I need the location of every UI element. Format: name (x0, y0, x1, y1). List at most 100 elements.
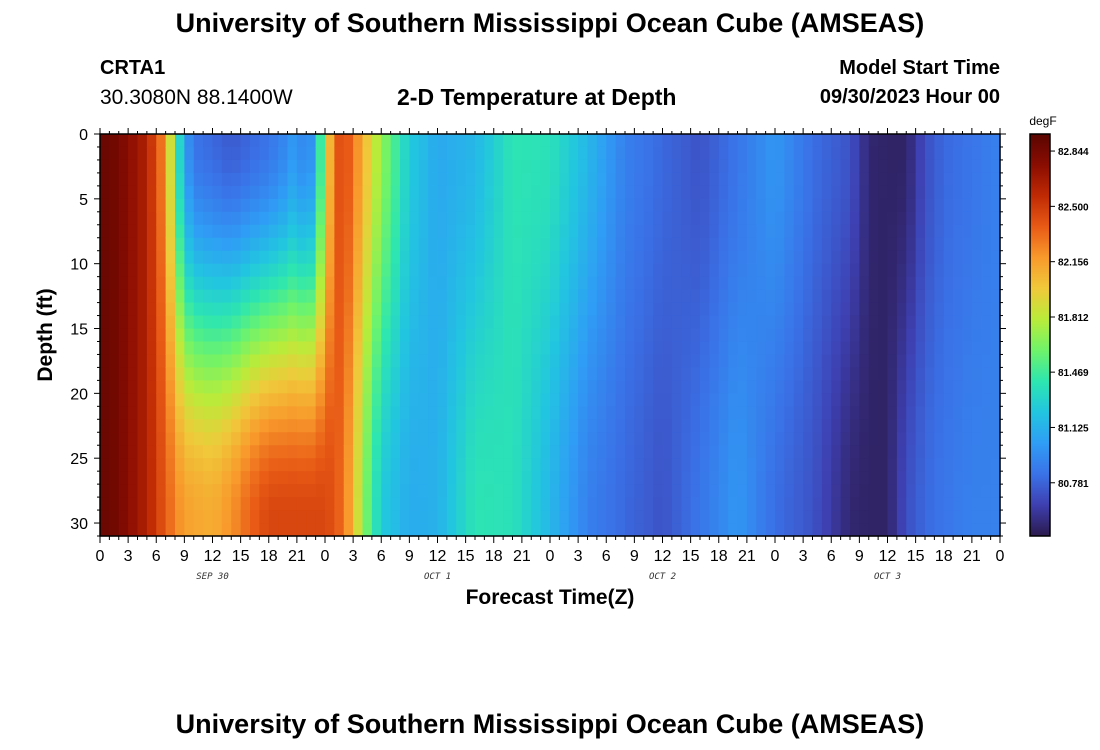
heatmap-cell (990, 198, 1001, 213)
heatmap-cell (737, 510, 748, 524)
heatmap-cell (821, 354, 832, 369)
heatmap-cell (831, 497, 842, 511)
heatmap-cell (193, 367, 204, 381)
heatmap-cell (756, 341, 767, 356)
heatmap-cell (390, 341, 401, 356)
heatmap-cell (128, 276, 139, 291)
heatmap-cell (915, 393, 926, 407)
heatmap-cell (671, 263, 682, 278)
heatmap-cell (643, 185, 654, 200)
heatmap-cell (381, 289, 392, 304)
heatmap-cell (643, 302, 654, 317)
heatmap-cell (437, 419, 448, 433)
x-tick-label: 18 (260, 548, 278, 565)
heatmap-cell (718, 276, 729, 291)
heatmap-cell (184, 315, 195, 330)
heatmap-cell (156, 146, 167, 161)
heatmap-cell (240, 315, 251, 330)
heatmap-cell (812, 445, 823, 459)
heatmap-cell (793, 159, 804, 174)
heatmap-cell (812, 380, 823, 394)
x-axis-label: Forecast Time(Z) (466, 586, 635, 609)
heatmap-cell (737, 172, 748, 187)
heatmap-cell (109, 185, 120, 200)
heatmap-cell (437, 445, 448, 459)
heatmap-cell (578, 497, 589, 511)
heatmap-cell (437, 289, 448, 304)
heatmap-cell (212, 185, 223, 200)
heatmap-cell (587, 419, 598, 433)
heatmap-cell (925, 289, 935, 304)
heatmap-cell (868, 471, 879, 485)
heatmap-cell (971, 445, 982, 459)
heatmap-cell (231, 224, 242, 239)
heatmap-cell (315, 497, 326, 511)
heatmap-cell (400, 510, 410, 524)
heatmap-cell (859, 211, 870, 226)
heatmap-cell (709, 445, 720, 459)
heatmap-cell (906, 263, 917, 278)
heatmap-cell (437, 458, 448, 472)
heatmap-cell (334, 341, 345, 356)
heatmap-cell (671, 341, 682, 356)
heatmap-cell (428, 211, 439, 226)
heatmap-cell (812, 471, 823, 485)
heatmap-cell (146, 289, 157, 304)
heatmap-cell (531, 211, 542, 226)
heatmap-cell (934, 484, 945, 498)
heatmap-cell (268, 341, 279, 356)
heatmap-cell (334, 367, 345, 381)
heatmap-cell (193, 276, 204, 291)
heatmap-cell (550, 523, 560, 537)
heatmap-cell (137, 471, 148, 485)
heatmap-cell (287, 484, 298, 498)
heatmap-cell (578, 380, 589, 394)
heatmap-cell (625, 341, 635, 356)
heatmap-cell (456, 406, 467, 420)
heatmap-cell (625, 354, 635, 369)
heatmap-cell (315, 523, 326, 537)
heatmap-cell (475, 263, 485, 278)
heatmap-cell (718, 497, 729, 511)
heatmap-cell (934, 354, 945, 369)
heatmap-cell (400, 237, 410, 252)
heatmap-cell (428, 276, 439, 291)
y-tick-label: 5 (79, 192, 88, 209)
heatmap-cell (775, 315, 785, 330)
heatmap-cell (915, 445, 926, 459)
heatmap-cell (709, 523, 720, 537)
heatmap-cell (184, 302, 195, 317)
heatmap-cell (662, 224, 673, 239)
heatmap-cell (493, 432, 504, 446)
heatmap-cell (831, 406, 842, 420)
heatmap-cell (353, 198, 364, 213)
heatmap-cell (850, 432, 860, 446)
heatmap-cell (456, 484, 467, 498)
heatmap-cell (390, 523, 401, 537)
heatmap-cell (943, 510, 954, 524)
heatmap-cell (371, 276, 382, 291)
heatmap-cell (259, 471, 270, 485)
date-label: OCT 2 (649, 572, 676, 582)
heatmap-cell (400, 419, 410, 433)
heatmap-cell (934, 289, 945, 304)
heatmap-cell (915, 380, 926, 394)
heatmap-cell (221, 432, 232, 446)
heatmap-cell (662, 432, 673, 446)
heatmap-cell (540, 172, 551, 187)
heatmap-cell (325, 458, 335, 472)
heatmap-cell (231, 497, 242, 511)
heatmap-cell (915, 367, 926, 381)
heatmap-cell (493, 380, 504, 394)
heatmap-cell (812, 172, 823, 187)
heatmap-cell (784, 445, 795, 459)
heatmap-cell (850, 497, 860, 511)
heatmap-cell (746, 406, 757, 420)
heatmap-cell (953, 172, 964, 187)
heatmap-cell (821, 134, 832, 148)
heatmap-cell (568, 380, 579, 394)
heatmap-cell (596, 211, 607, 226)
heatmap-cell (662, 380, 673, 394)
heatmap-cell (409, 315, 420, 330)
heatmap-cell (934, 146, 945, 161)
